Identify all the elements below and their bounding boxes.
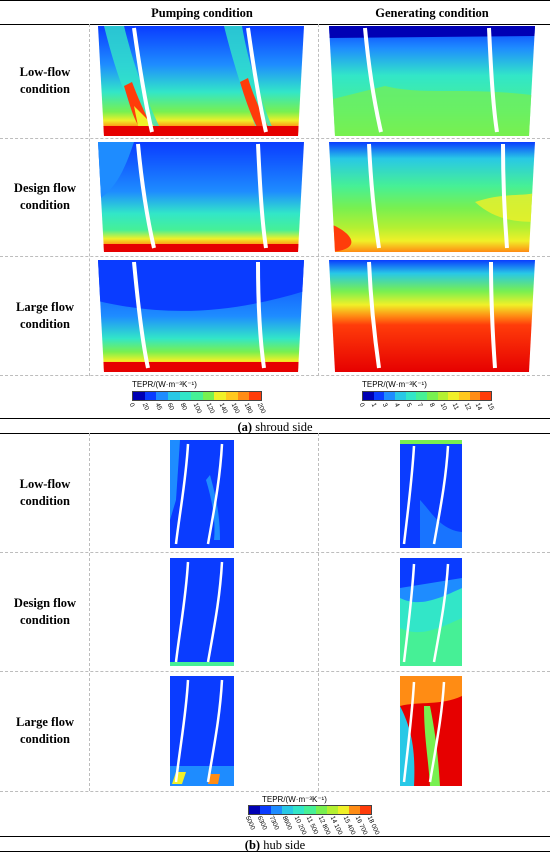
header-rule: [0, 24, 550, 25]
colorbar-tick-label: 7: [415, 402, 424, 409]
section-rule: [0, 433, 550, 434]
colorbar-title-hub: TEPR/(W·m⁻³K⁻¹): [262, 795, 327, 804]
row-divider: [0, 256, 550, 257]
colorbar-tick-label: 14: [474, 402, 484, 412]
section-rule: [0, 836, 550, 837]
colorbar-tick-label: 100: [191, 402, 203, 415]
colorbar-tick-label: 80: [178, 402, 189, 412]
contour-shroud-generating-large-flow: [329, 260, 535, 372]
colorbar-tick-label: 12: [462, 402, 472, 412]
colorbar-title-pumping: TEPR/(W·m⁻³K⁻¹): [132, 380, 197, 389]
colorbar-generating: [362, 391, 492, 401]
contour-shroud-pumping-large-flow: [98, 260, 304, 372]
row-divider: [0, 552, 550, 553]
colorbar-tick-label: 8600: [280, 815, 293, 832]
colorbar-title-generating: TEPR/(W·m⁻³K⁻¹): [362, 380, 427, 389]
contour-hub-generating-design-flow: [400, 558, 462, 666]
row-label-design-flow: Design flow condition: [13, 595, 77, 627]
row-divider: [0, 791, 550, 792]
colorbar-tick-label: 8: [427, 402, 436, 409]
colorbar-tick-label: 0: [357, 402, 366, 409]
contour-shroud-generating-low-flow: [329, 26, 535, 136]
column-divider: [89, 433, 90, 791]
colorbar-tick-label: 5: [404, 402, 413, 409]
colorbar-tick-label: 45: [153, 402, 163, 412]
colorbar-tick-label: 160: [230, 402, 241, 415]
colorbar-tick-label: 10: [439, 402, 449, 412]
colorbar-tick-label: 140: [217, 402, 229, 415]
column-header-pumping: Pumping condition: [151, 6, 253, 20]
contour-shroud-pumping-low-flow: [98, 26, 304, 136]
row-divider: [0, 671, 550, 672]
colorbar-tick-label: 200: [255, 402, 267, 415]
table-bottom-rule: [0, 851, 550, 852]
colorbar-tick-label: 60: [166, 402, 176, 412]
contour-hub-generating-low-flow: [400, 440, 462, 548]
contour-hub-pumping-large-flow: [170, 676, 234, 786]
colorbar-tick-label: 4: [392, 402, 401, 409]
row-label-large-flow: Large flow condition: [16, 299, 74, 331]
column-divider: [318, 433, 319, 791]
colorbar-tick-label: 1: [369, 402, 378, 409]
row-divider: [0, 375, 550, 376]
section-rule: [0, 418, 550, 419]
colorbar-tick-label: 11: [450, 402, 460, 412]
colorbar-tick-label: 3: [380, 402, 389, 409]
column-divider: [89, 24, 90, 376]
row-label-design-flow: Design flow condition: [13, 181, 77, 212]
colorbar-tick-label: 0: [127, 402, 136, 409]
caption-shroud-side: (a) shroud side: [237, 420, 313, 434]
colorbar-tick-label: 20: [140, 402, 150, 412]
colorbar-tick-label: 5000: [243, 815, 257, 832]
contour-shroud-generating-design-flow: [329, 142, 535, 252]
colorbar-tick-label: 180: [242, 402, 254, 415]
contour-hub-pumping-low-flow: [170, 440, 234, 548]
contour-shroud-pumping-design-flow: [98, 142, 304, 252]
table-top-rule: [0, 0, 550, 1]
colorbar-tick-label: 120: [204, 402, 216, 415]
row-label-low-flow: Low-flow condition: [19, 65, 71, 96]
caption-hub-side: (b) hub side: [244, 838, 306, 852]
row-label-low-flow: Low-flow condition: [19, 476, 71, 508]
colorbar-pumping: [132, 391, 262, 401]
contour-hub-pumping-design-flow: [170, 558, 234, 666]
colorbar-tick-label: 7300: [268, 815, 281, 832]
colorbar-hub: [248, 805, 372, 815]
colorbar-tick-label: 15: [485, 402, 496, 412]
row-label-large-flow: Large flow condition: [16, 715, 74, 746]
column-divider: [318, 24, 319, 376]
contour-hub-generating-large-flow: [400, 676, 462, 786]
column-header-generating: Generating condition: [375, 6, 489, 20]
row-divider: [0, 138, 550, 139]
